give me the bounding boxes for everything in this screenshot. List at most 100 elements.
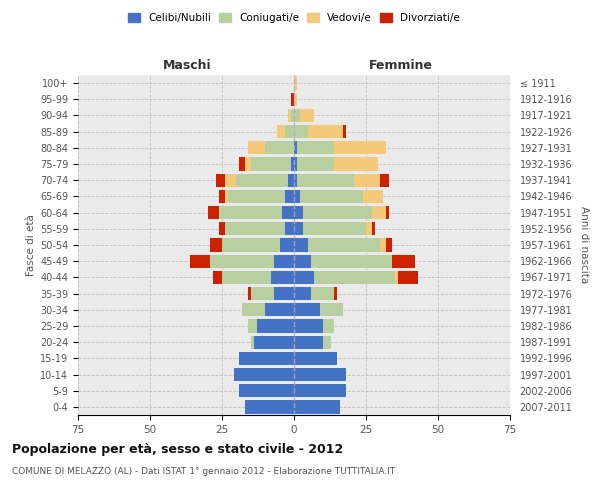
Bar (294, 384, 346, 398)
Bar (214, 270, 222, 284)
Bar (245, 400, 294, 413)
Bar (294, 158, 297, 170)
Bar (294, 368, 346, 381)
Bar (274, 287, 294, 300)
Bar (294, 109, 300, 122)
Bar (242, 303, 265, 316)
Bar (211, 254, 274, 268)
Bar (248, 287, 251, 300)
Bar (294, 238, 308, 252)
Bar (228, 190, 286, 203)
Bar (294, 352, 337, 365)
Bar (248, 320, 257, 332)
Bar (294, 320, 323, 332)
Bar (251, 287, 274, 300)
Bar (308, 125, 343, 138)
Bar (372, 206, 386, 220)
Bar (294, 400, 340, 413)
Bar (334, 158, 377, 170)
Bar (294, 92, 297, 106)
Bar (251, 336, 254, 349)
Bar (280, 238, 294, 252)
Bar (302, 206, 372, 220)
Bar (386, 238, 392, 252)
Bar (294, 141, 297, 154)
Bar (294, 190, 300, 203)
Y-axis label: Anni di nascita: Anni di nascita (579, 206, 589, 284)
Bar (254, 336, 294, 349)
Bar (257, 320, 294, 332)
Bar (283, 206, 294, 220)
Bar (286, 190, 294, 203)
Bar (308, 238, 380, 252)
Bar (395, 270, 398, 284)
Legend: Celibi/Nubili, Coniugati/e, Vedovi/e, Divorziati/e: Celibi/Nubili, Coniugati/e, Vedovi/e, Di… (125, 10, 463, 26)
Bar (302, 222, 366, 235)
Bar (277, 125, 286, 138)
Bar (225, 190, 228, 203)
Bar (380, 174, 389, 187)
Bar (288, 174, 294, 187)
Bar (294, 206, 302, 220)
Bar (225, 222, 286, 235)
Bar (222, 238, 280, 252)
Bar (320, 303, 343, 316)
Text: Maschi: Maschi (163, 59, 212, 72)
Bar (222, 270, 271, 284)
Bar (271, 270, 294, 284)
Bar (300, 109, 314, 122)
Bar (294, 222, 302, 235)
Bar (291, 158, 294, 170)
Bar (219, 206, 283, 220)
Bar (334, 287, 337, 300)
Bar (211, 238, 222, 252)
Bar (323, 336, 331, 349)
Bar (239, 352, 294, 365)
Bar (297, 174, 355, 187)
Bar (355, 174, 380, 187)
Bar (386, 206, 389, 220)
Bar (294, 270, 314, 284)
Bar (233, 368, 294, 381)
Bar (380, 238, 386, 252)
Bar (251, 158, 291, 170)
Text: Femmine: Femmine (368, 59, 433, 72)
Bar (323, 320, 334, 332)
Bar (363, 190, 383, 203)
Bar (265, 303, 294, 316)
Bar (265, 141, 294, 154)
Bar (294, 287, 311, 300)
Bar (291, 109, 294, 122)
Bar (216, 174, 225, 187)
Bar (291, 92, 294, 106)
Bar (248, 141, 265, 154)
Bar (288, 109, 291, 122)
Bar (366, 222, 372, 235)
Bar (372, 222, 374, 235)
Bar (219, 222, 225, 235)
Bar (245, 158, 251, 170)
Bar (294, 303, 320, 316)
Bar (294, 174, 297, 187)
Bar (236, 174, 288, 187)
Text: COMUNE DI MELAZZO (AL) - Dati ISTAT 1° gennaio 2012 - Elaborazione TUTTITALIA.IT: COMUNE DI MELAZZO (AL) - Dati ISTAT 1° g… (12, 468, 395, 476)
Bar (286, 125, 294, 138)
Bar (219, 190, 225, 203)
Bar (294, 125, 308, 138)
Bar (225, 174, 236, 187)
Bar (294, 336, 323, 349)
Bar (300, 190, 363, 203)
Bar (286, 222, 294, 235)
Bar (239, 384, 294, 398)
Bar (294, 254, 311, 268)
Bar (294, 76, 297, 90)
Bar (297, 158, 334, 170)
Bar (208, 206, 219, 220)
Bar (239, 158, 245, 170)
Bar (274, 254, 294, 268)
Bar (314, 270, 395, 284)
Bar (190, 254, 211, 268)
Bar (398, 270, 418, 284)
Bar (392, 254, 415, 268)
Bar (297, 141, 334, 154)
